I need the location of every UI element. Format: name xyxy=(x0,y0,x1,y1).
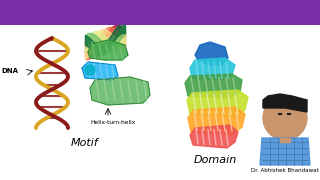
Text: Motif: Motif xyxy=(71,138,99,148)
FancyBboxPatch shape xyxy=(0,25,320,180)
Polygon shape xyxy=(88,40,128,60)
Polygon shape xyxy=(280,138,290,142)
Polygon shape xyxy=(82,62,118,80)
Text: Difference between Motif and Domain: Difference between Motif and Domain xyxy=(17,6,303,19)
Circle shape xyxy=(263,96,307,140)
Polygon shape xyxy=(190,125,238,148)
Polygon shape xyxy=(190,58,235,80)
Text: Helix-turn-helix: Helix-turn-helix xyxy=(90,120,136,125)
Polygon shape xyxy=(263,94,307,112)
Text: Domain: Domain xyxy=(193,155,236,165)
Polygon shape xyxy=(185,74,242,98)
FancyBboxPatch shape xyxy=(0,0,320,25)
Polygon shape xyxy=(188,107,245,135)
Polygon shape xyxy=(90,77,150,105)
Circle shape xyxy=(85,65,95,75)
Text: DNA: DNA xyxy=(1,68,18,74)
Polygon shape xyxy=(260,138,310,165)
Polygon shape xyxy=(195,42,228,65)
Polygon shape xyxy=(187,90,248,117)
Text: Dr. Abhishek Bhandawat: Dr. Abhishek Bhandawat xyxy=(251,168,319,173)
